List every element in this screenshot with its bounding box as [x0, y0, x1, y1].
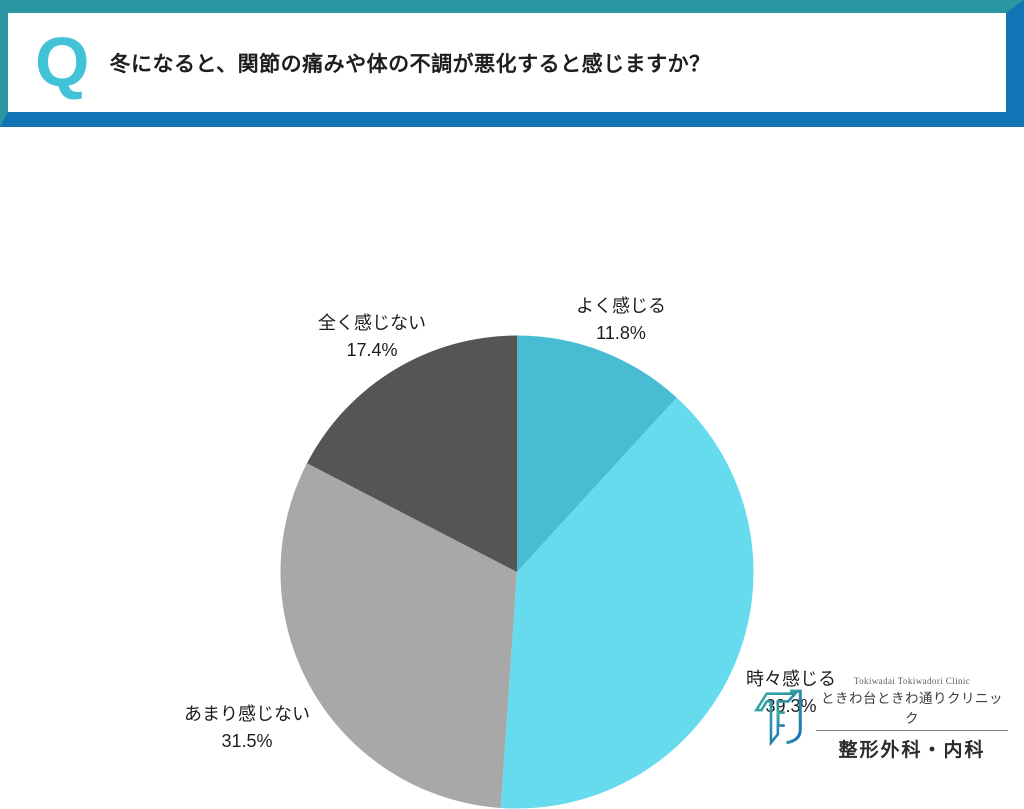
- pie-label-pct: 31.5%: [221, 731, 273, 751]
- pie-slice-0: [517, 335, 677, 572]
- pie-slice-3: [306, 335, 517, 572]
- pie-label-pct: 11.8%: [596, 323, 646, 343]
- clinic-logo: Tokiwadai Tokiwadori Clinic ときわ台ときわ通りクリニ…: [746, 676, 1008, 762]
- clinic-name-jp: ときわ台ときわ通りクリニック: [821, 691, 1003, 726]
- pie-label-text: あまり感じない: [184, 704, 310, 724]
- pie-label-text: よく感じる: [576, 296, 666, 316]
- question-banner: Q 冬になると、関節の痛みや体の不調が悪化すると感じますか？: [0, 0, 1024, 127]
- pie-label-never: 全く感じない 17.4%: [318, 310, 426, 364]
- question-banner-inner: Q 冬になると、関節の痛みや体の不調が悪化すると感じますか？: [8, 13, 1006, 112]
- pie-label-text: 時々感じる: [746, 669, 836, 689]
- logo-divider: [816, 730, 1008, 731]
- pie-label-often: よく感じる 11.8%: [576, 293, 666, 347]
- pie-label-text: 全く感じない: [318, 313, 426, 333]
- clinic-name-en: Tokiwadai Tokiwadori Clinic: [853, 676, 971, 686]
- pie-slice-2: [280, 463, 517, 808]
- pie-chart: よく感じる 11.8% 時々感じる 39.3% あまり感じない 31.5% 全く…: [0, 127, 1024, 809]
- q-icon: Q: [35, 23, 89, 102]
- clinic-departments: 整形外科・内科: [838, 740, 986, 761]
- pie-label-pct: 17.4%: [346, 340, 398, 360]
- pie-slice-1: [500, 397, 754, 809]
- question-text: 冬になると、関節の痛みや体の不調が悪化すると感じますか？: [109, 52, 711, 76]
- clinic-logo-mark-icon: [753, 689, 802, 746]
- pie-label-rarely: あまり感じない 31.5%: [184, 701, 310, 755]
- pie-svg: [280, 335, 754, 809]
- clinic-logo-text: Tokiwadai Tokiwadori Clinic ときわ台ときわ通りクリニ…: [816, 676, 1008, 762]
